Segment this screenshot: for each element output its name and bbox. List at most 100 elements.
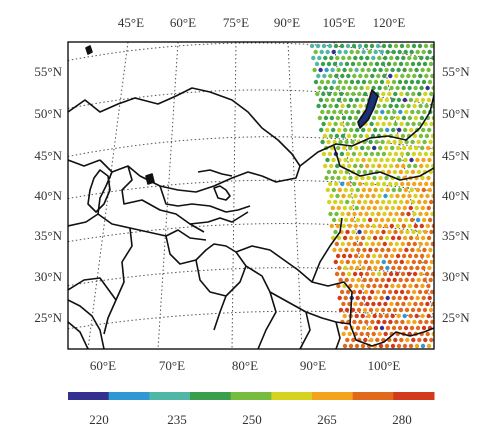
data-point xyxy=(404,139,409,145)
data-point xyxy=(381,91,386,97)
data-point xyxy=(413,301,418,307)
colorbar-tick-label: 235 xyxy=(167,412,187,427)
data-point xyxy=(365,253,371,259)
data-point xyxy=(370,181,375,187)
colorbar xyxy=(68,392,435,400)
data-point xyxy=(342,205,347,211)
data-point xyxy=(368,277,373,283)
data-point xyxy=(309,43,315,49)
data-point xyxy=(413,223,418,229)
data-point xyxy=(394,271,400,277)
data-point xyxy=(369,151,375,157)
data-point xyxy=(340,73,345,79)
data-point xyxy=(405,43,411,49)
data-point xyxy=(421,79,427,85)
data-point xyxy=(418,241,423,247)
data-point xyxy=(393,259,398,265)
data-point xyxy=(338,109,343,115)
data-point xyxy=(395,301,400,307)
data-point xyxy=(426,343,432,349)
data-point xyxy=(348,175,353,181)
data-point xyxy=(331,157,336,163)
data-point xyxy=(415,265,420,271)
data-point xyxy=(416,61,422,67)
data-point xyxy=(333,229,338,235)
data-point xyxy=(352,103,357,109)
data-point xyxy=(371,301,376,307)
data-point xyxy=(373,325,379,331)
data-point xyxy=(356,109,361,115)
data-point xyxy=(423,199,428,205)
data-point xyxy=(329,55,334,61)
data-point xyxy=(401,253,407,259)
data-point xyxy=(347,55,352,61)
data-point xyxy=(386,169,392,175)
data-point xyxy=(354,205,359,211)
data-point xyxy=(429,91,434,97)
data-point xyxy=(344,247,349,253)
data-point xyxy=(317,55,322,61)
data-point xyxy=(321,43,327,49)
data-point xyxy=(380,109,385,115)
data-point xyxy=(405,289,411,295)
data-point xyxy=(424,181,429,187)
data-point xyxy=(359,253,365,259)
data-point xyxy=(361,79,367,85)
colorbar-tick-label: 265 xyxy=(317,412,337,427)
data-point xyxy=(425,193,430,199)
data-point xyxy=(378,235,384,241)
bottom-lon-label: 80°E xyxy=(232,358,258,373)
data-point xyxy=(401,223,406,229)
data-point xyxy=(394,211,399,217)
data-point xyxy=(418,181,423,187)
data-point xyxy=(429,199,434,205)
data-point xyxy=(426,313,431,319)
data-point xyxy=(357,229,362,235)
data-point xyxy=(379,295,384,301)
colorbar-segment xyxy=(393,392,435,400)
data-point xyxy=(406,73,411,79)
data-point xyxy=(375,43,381,49)
data-point xyxy=(416,139,421,145)
data-point xyxy=(377,193,382,199)
right-lat-label: 40°N xyxy=(442,188,470,203)
data-point xyxy=(388,211,393,217)
data-point xyxy=(362,307,368,313)
data-point xyxy=(337,295,342,301)
data-point xyxy=(346,103,351,109)
data-point xyxy=(405,337,410,343)
data-point xyxy=(413,115,419,121)
data-point xyxy=(390,97,396,103)
data-point xyxy=(432,313,434,319)
data-point xyxy=(397,265,402,271)
data-point xyxy=(430,73,434,79)
data-point xyxy=(336,97,342,103)
data-point xyxy=(412,271,418,277)
data-point xyxy=(426,205,431,211)
data-point xyxy=(323,55,328,61)
data-point xyxy=(417,91,422,97)
data-point xyxy=(366,205,371,211)
data-point xyxy=(349,187,354,193)
data-point xyxy=(345,229,350,235)
data-point xyxy=(331,127,336,133)
data-point xyxy=(357,259,362,265)
data-point xyxy=(331,187,336,193)
data-point xyxy=(401,55,406,61)
data-point xyxy=(354,235,360,241)
data-point xyxy=(423,229,428,235)
data-point xyxy=(376,181,381,187)
data-point xyxy=(413,85,418,91)
data-point xyxy=(428,307,434,313)
top-lon-label: 60°E xyxy=(170,15,196,30)
right-lat-label: 30°N xyxy=(442,269,470,284)
data-point xyxy=(397,217,403,223)
data-point xyxy=(343,217,349,223)
data-point xyxy=(340,181,345,187)
data-point xyxy=(319,127,324,133)
data-point xyxy=(327,43,333,49)
data-point xyxy=(351,337,356,343)
data-point xyxy=(384,175,389,181)
data-point xyxy=(419,193,424,199)
data-point xyxy=(429,289,434,295)
